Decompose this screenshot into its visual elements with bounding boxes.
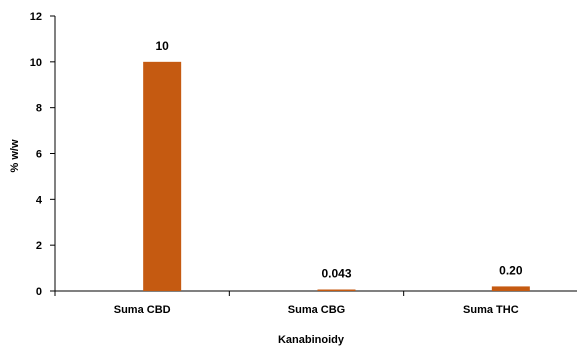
bar [491, 286, 530, 291]
bars [143, 61, 530, 292]
bar [317, 289, 356, 291]
y-axis-title: % w/w [9, 139, 21, 172]
y-tick-label: 12 [30, 11, 42, 23]
x-category-label: Suma CBD [114, 304, 171, 316]
x-category-label: Suma THC [463, 304, 519, 316]
data-labels: 10 0.043 0.20 [155, 39, 522, 281]
x-axis-title: Kanabinoidy [278, 334, 345, 346]
data-label: 0.20 [499, 263, 523, 277]
y-tick-label: 2 [36, 240, 42, 252]
bar [143, 61, 182, 292]
y-tick-label: 6 [36, 149, 42, 161]
data-label: 10 [155, 39, 169, 53]
x-category-labels: Suma CBD Suma CBG Suma THC [114, 304, 519, 316]
y-tick-label: 8 [36, 103, 42, 115]
y-tick-label: 10 [30, 57, 42, 69]
y-tick-label: 4 [36, 194, 43, 206]
data-label: 0.043 [321, 267, 351, 281]
x-category-label: Suma CBG [288, 304, 345, 316]
x-axis-ticks [54, 291, 405, 296]
y-axis-ticks: 0 2 4 6 8 10 12 [30, 11, 55, 298]
y-tick-label: 0 [36, 286, 42, 298]
